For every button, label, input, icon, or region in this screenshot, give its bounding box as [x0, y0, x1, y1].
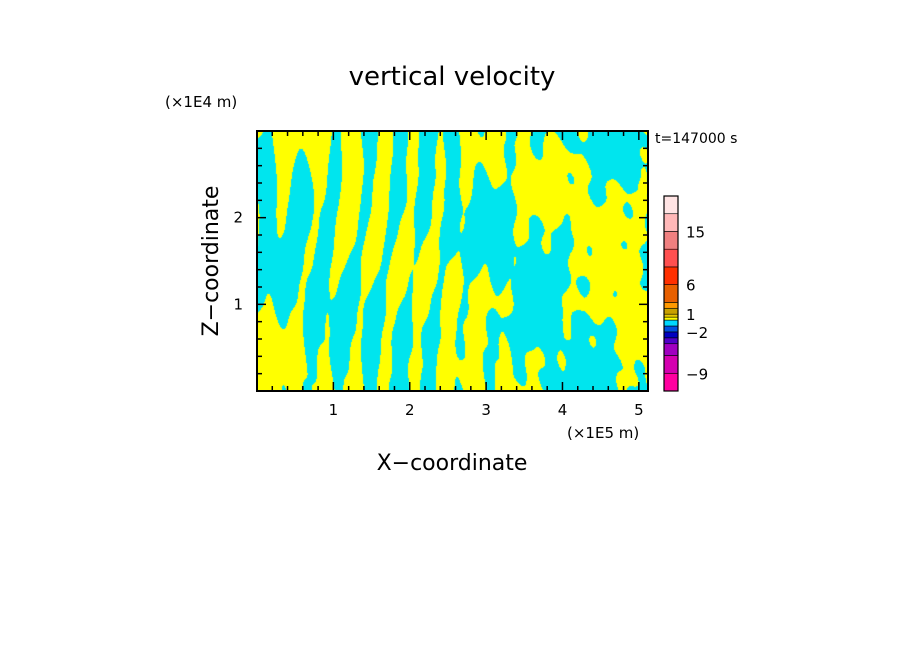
colorbar-tick-label: −9 [686, 365, 708, 383]
y-unit-label: (×1E4 m) [165, 93, 237, 111]
colorbar-segment [663, 355, 679, 374]
time-label: t=147000 s [655, 131, 737, 147]
colorbar-segment [663, 307, 679, 315]
x-tick-label: 3 [481, 401, 491, 419]
x-tick-label: 5 [634, 401, 644, 419]
colorbar-segment [663, 302, 679, 309]
y-tick-label: 1 [233, 295, 243, 313]
colorbar-tick-label: 15 [686, 223, 705, 241]
y-tick-label: 2 [233, 209, 243, 227]
colorbar: 15 6 1−2 −9 [663, 195, 708, 392]
colorbar-tick-label: 1 [686, 306, 696, 324]
colorbar-segment [663, 316, 679, 321]
x-axis-title: X−coordinate [377, 451, 528, 476]
colorbar-tick-label: 6 [686, 277, 696, 295]
colorbar-segment [663, 231, 679, 250]
colorbar-segment [663, 313, 679, 318]
colorbar-segment [663, 331, 679, 339]
colorbar-segment [663, 284, 679, 303]
velocity-field-image [257, 131, 648, 391]
colorbar-segment [663, 325, 679, 333]
colorbar-segment [663, 319, 679, 327]
y-axis-title: Z−coordinate [199, 186, 224, 337]
velocity-field [257, 131, 648, 391]
chart-title: vertical velocity [349, 62, 556, 92]
colorbar-frame [663, 195, 679, 392]
colorbar-segment [663, 372, 679, 392]
colorbar-segment [663, 248, 679, 268]
colorbar-segment [663, 195, 679, 215]
y-axis-ticks: 12 [233, 147, 648, 375]
x-tick-label: 1 [329, 401, 339, 419]
colorbar-segment [663, 213, 679, 232]
x-axis-ticks: 1 2 3 4 5 [271, 131, 644, 419]
x-tick-label: 4 [558, 401, 568, 419]
plot-frame [256, 130, 649, 392]
x-tick-label: 2 [405, 401, 415, 419]
colorbar-tick-label: −2 [686, 324, 708, 342]
colorbar-segment [663, 337, 679, 345]
colorbar-segment [663, 266, 679, 285]
x-unit-label: (×1E5 m) [567, 424, 639, 442]
colorbar-segment [663, 343, 679, 356]
